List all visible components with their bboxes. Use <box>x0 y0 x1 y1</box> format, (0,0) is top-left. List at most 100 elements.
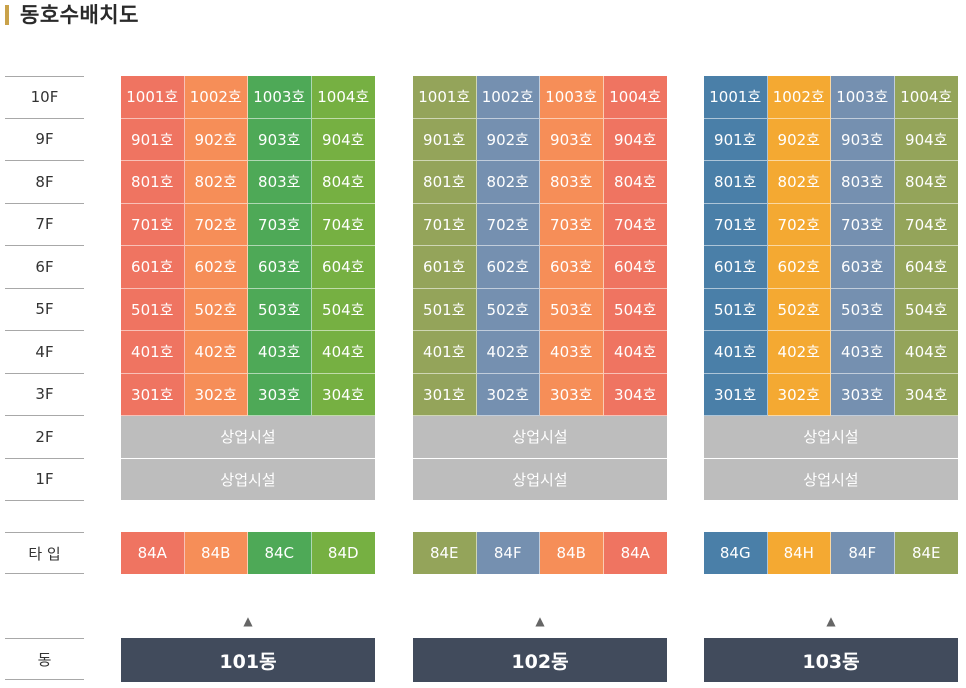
unit-cell: 704호 <box>311 203 375 246</box>
type-cell: 84H <box>767 532 831 574</box>
type-cell: 84E <box>413 532 477 574</box>
up-arrow-icon: ▲ <box>535 614 545 628</box>
floor-label: 4F <box>5 331 84 374</box>
unit-cell: 303호 <box>831 373 895 416</box>
unit-cell: 802호 <box>767 161 831 204</box>
unit-cell: 501호 <box>413 288 477 331</box>
unit-cell: 601호 <box>413 246 477 289</box>
unit-cell: 1003호 <box>540 76 604 119</box>
unit-cell: 803호 <box>831 161 895 204</box>
unit-cell: 604호 <box>603 246 667 289</box>
unit-cell: 1004호 <box>311 76 375 119</box>
floor-label: 5F <box>5 289 84 331</box>
commercial-floor: 상업시설 <box>413 416 667 459</box>
type-cell: 84B <box>540 532 604 574</box>
unit-cell: 901호 <box>413 118 477 161</box>
unit-cell: 801호 <box>704 161 768 204</box>
floor-labels: 10F 9F 8F 7F 6F 5F 4F 3F 2F 1F <box>5 76 84 501</box>
unit-cell: 304호 <box>311 373 375 416</box>
unit-cell: 902호 <box>184 118 248 161</box>
unit-cell: 502호 <box>767 288 831 331</box>
unit-cell: 502호 <box>476 288 540 331</box>
unit-cell: 804호 <box>311 161 375 204</box>
unit-cell: 502호 <box>184 288 248 331</box>
building-name: 101동 <box>121 638 375 682</box>
floor-label: 3F <box>5 374 84 416</box>
unit-cell: 903호 <box>248 118 312 161</box>
unit-cell: 404호 <box>894 331 958 374</box>
type-cell: 84F <box>476 532 540 574</box>
unit-cell: 702호 <box>476 203 540 246</box>
floor-label: 10F <box>5 76 84 119</box>
building-1-stack: 1001호 1002호 1003호 1004호 901호 902호 903호 904호 801호… <box>121 76 375 501</box>
unit-cell: 504호 <box>894 288 958 331</box>
unit-cell: 302호 <box>184 373 248 416</box>
commercial-floor: 상업시설 <box>413 458 667 501</box>
unit-cell: 802호 <box>184 161 248 204</box>
unit-cell: 304호 <box>603 373 667 416</box>
unit-cell: 403호 <box>248 331 312 374</box>
unit-cell: 503호 <box>540 288 604 331</box>
unit-cell: 404호 <box>603 331 667 374</box>
unit-cell: 903호 <box>540 118 604 161</box>
building-1-types: 84A 84B 84C 84D <box>121 532 375 574</box>
unit-grid: 1001호 1002호 1003호 1004호 901호 902호 903호 904호 801호… <box>413 76 667 416</box>
unit-grid: 1001호 1002호 1003호 1004호 901호 902호 903호 904호 801호… <box>704 76 958 416</box>
unit-cell: 903호 <box>831 118 895 161</box>
unit-cell: 603호 <box>248 246 312 289</box>
unit-cell: 1002호 <box>767 76 831 119</box>
floor-label: 9F <box>5 119 84 161</box>
type-cell: 84D <box>311 532 375 574</box>
unit-cell: 801호 <box>121 161 185 204</box>
unit-cell: 304호 <box>894 373 958 416</box>
unit-cell: 1003호 <box>831 76 895 119</box>
type-cell: 84A <box>603 532 667 574</box>
unit-cell: 602호 <box>767 246 831 289</box>
title-accent-bar <box>5 5 9 25</box>
commercial-floor: 상업시설 <box>704 416 958 459</box>
unit-cell: 504호 <box>311 288 375 331</box>
unit-cell: 501호 <box>704 288 768 331</box>
unit-cell: 302호 <box>476 373 540 416</box>
unit-cell: 703호 <box>540 203 604 246</box>
unit-cell: 303호 <box>248 373 312 416</box>
unit-cell: 503호 <box>831 288 895 331</box>
unit-cell: 1004호 <box>894 76 958 119</box>
unit-cell: 703호 <box>831 203 895 246</box>
unit-cell: 302호 <box>767 373 831 416</box>
unit-cell: 703호 <box>248 203 312 246</box>
type-cell: 84F <box>831 532 895 574</box>
unit-cell: 1002호 <box>476 76 540 119</box>
unit-cell: 604호 <box>311 246 375 289</box>
floor-label: 1F <box>5 459 84 501</box>
type-cell: 84G <box>704 532 768 574</box>
up-arrow-icon: ▲ <box>243 614 253 628</box>
unit-cell: 904호 <box>603 118 667 161</box>
up-arrow-icon: ▲ <box>826 614 836 628</box>
building-2-types: 84E 84F 84B 84A <box>413 532 667 574</box>
unit-cell: 604호 <box>894 246 958 289</box>
commercial-floor: 상업시설 <box>121 416 375 459</box>
unit-cell: 402호 <box>767 331 831 374</box>
unit-cell: 404호 <box>311 331 375 374</box>
unit-cell: 901호 <box>704 118 768 161</box>
unit-cell: 602호 <box>476 246 540 289</box>
unit-cell: 702호 <box>184 203 248 246</box>
unit-grid: 1001호 1002호 1003호 1004호 901호 902호 903호 904호 801호… <box>121 76 375 416</box>
type-row-label: 타 입 <box>5 532 84 574</box>
unit-cell: 1004호 <box>603 76 667 119</box>
building-3-stack: 1001호 1002호 1003호 1004호 901호 902호 903호 904호 801호… <box>704 76 958 501</box>
floor-label: 2F <box>5 416 84 459</box>
building-3-types: 84G 84H 84F 84E <box>704 532 958 574</box>
dong-row-label: 동 <box>5 638 84 680</box>
floor-label: 6F <box>5 246 84 289</box>
unit-cell: 1001호 <box>121 76 185 119</box>
floor-label: 8F <box>5 161 84 204</box>
unit-cell: 701호 <box>121 203 185 246</box>
unit-cell: 801호 <box>413 161 477 204</box>
unit-cell: 701호 <box>413 203 477 246</box>
unit-cell: 403호 <box>540 331 604 374</box>
unit-cell: 1002호 <box>184 76 248 119</box>
unit-cell: 901호 <box>121 118 185 161</box>
unit-cell: 601호 <box>121 246 185 289</box>
